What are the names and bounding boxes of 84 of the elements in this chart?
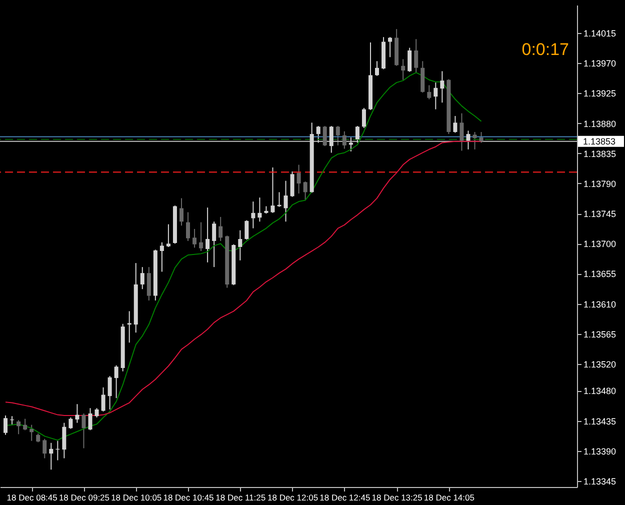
- candlestick: [270, 166, 275, 214]
- candlestick: [192, 228, 197, 248]
- candlestick: [472, 132, 477, 150]
- y-tick-label: 1.13480: [584, 386, 616, 396]
- candlestick: [427, 84, 432, 100]
- x-tick-label: 18 Dec 13:25: [372, 492, 423, 502]
- candlestick: [199, 222, 204, 252]
- candlestick: [212, 221, 216, 268]
- text: 0:0:17: [522, 40, 569, 59]
- candlestick: [251, 201, 256, 229]
- candlestick: [460, 112, 464, 152]
- candlestick: [75, 404, 80, 424]
- candlestick: [30, 424, 34, 442]
- candlestick: [414, 38, 418, 74]
- candlestick: [94, 408, 99, 418]
- candlestick: [166, 224, 170, 248]
- candlestick: [316, 126, 320, 144]
- candlestick: [160, 242, 164, 272]
- candlestick: [453, 115, 458, 134]
- y-tick-label: 1.13655: [584, 269, 616, 280]
- candlestick: [244, 220, 249, 240]
- x-tick-label: 18 Dec 10:05: [111, 492, 162, 502]
- candlestick: [342, 130, 346, 150]
- x-tick-label: 18 Dec 09:25: [58, 492, 110, 502]
- x-tick-label: 18 Dec 12:45: [320, 492, 370, 502]
- y-tick-label: 1.13390: [584, 446, 616, 456]
- x-tick-label: 18 Dec 10:45: [163, 492, 214, 502]
- candlestick: [348, 136, 353, 152]
- y-tick-label: 1.13925: [584, 88, 616, 99]
- y-tick-label: 1.13970: [584, 58, 616, 69]
- candlestick: [127, 310, 132, 344]
- y-tick-label: 1.13435: [584, 416, 616, 426]
- candlestick: [238, 230, 242, 261]
- y-tick-label: 1.13565: [584, 329, 616, 340]
- candlestick: [336, 126, 340, 146]
- candlestick: [186, 212, 190, 242]
- x-tick-label: 18 Dec 08:45: [6, 492, 58, 502]
- candlestick: [388, 36, 392, 58]
- y-tick-label: 1.13610: [584, 299, 616, 310]
- candlestick: [362, 107, 366, 129]
- candlestick: [466, 130, 470, 150]
- candlestick: [42, 438, 47, 459]
- candlestick: [322, 126, 327, 147]
- candlestick: [206, 207, 210, 263]
- candlestick: [62, 422, 66, 459]
- candlestick: [296, 164, 301, 194]
- y-tick-label: 1.13790: [584, 178, 616, 189]
- candlestick: [108, 376, 112, 410]
- candlestick: [258, 197, 262, 222]
- y-tick-label: 1.14015: [584, 28, 616, 39]
- candlestick: [408, 47, 412, 72]
- y-tick-label: 1.13880: [584, 118, 616, 129]
- candlestick: [82, 412, 86, 449]
- candlestick: [440, 70, 444, 104]
- candlestick: [434, 82, 438, 110]
- candlestick: [146, 266, 151, 301]
- candlestick: [4, 414, 8, 436]
- candlestick: [479, 132, 484, 144]
- candlestick: [179, 198, 184, 226]
- candlestick: [355, 126, 360, 144]
- ref-line-label: 1.13853: [583, 136, 616, 146]
- candlestick: [114, 364, 118, 399]
- candlestick: [401, 58, 406, 80]
- candlestick: [375, 60, 380, 76]
- candlestick: [49, 442, 54, 470]
- x-tick-label: 18 Dec 12:05: [267, 492, 318, 502]
- y-tick-label: 1.13700: [584, 239, 616, 250]
- y-tick-label: 1.13520: [584, 359, 616, 370]
- candlestick: [218, 216, 223, 242]
- x-tick-label: 18 Dec 11:25: [216, 492, 266, 502]
- candlestick: [68, 416, 73, 430]
- candlestick: [16, 420, 21, 435]
- candlestick: [88, 408, 92, 431]
- candlestick: [329, 126, 334, 154]
- x-tick-label: 18 Dec 14:05: [424, 492, 475, 502]
- candlestick: [101, 386, 106, 412]
- candlestick: [140, 266, 144, 290]
- y-tick-label: 1.13745: [584, 209, 616, 220]
- candlestick: [303, 180, 308, 200]
- candlestick: [23, 418, 28, 431]
- y-tick-label: 1.13835: [584, 148, 616, 159]
- y-tick-label: 1.13345: [584, 476, 616, 486]
- candlestick: [290, 170, 294, 198]
- candlestick: [284, 180, 288, 222]
